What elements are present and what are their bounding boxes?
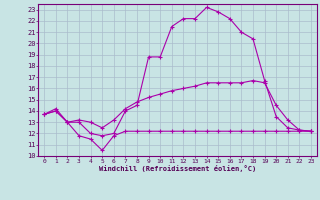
X-axis label: Windchill (Refroidissement éolien,°C): Windchill (Refroidissement éolien,°C) [99, 165, 256, 172]
